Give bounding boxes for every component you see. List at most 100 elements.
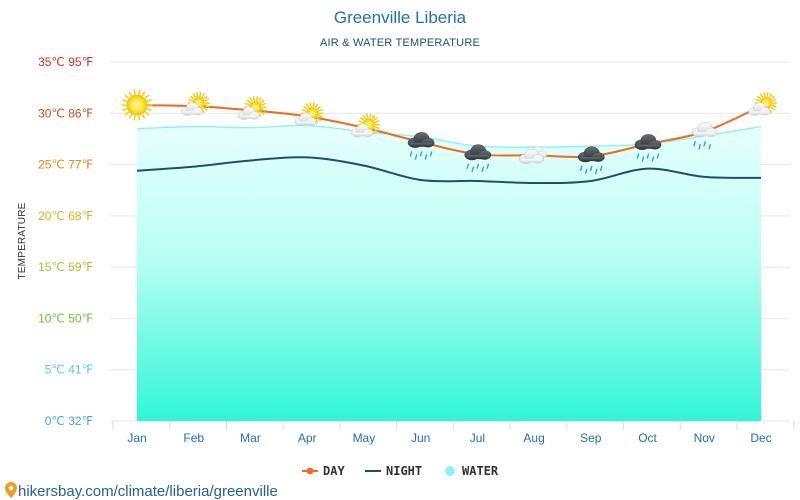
sun-ray	[146, 99, 152, 103]
x-axis-ticks: Jan Feb Mar Apr May Jun Jul Aug Sep Oct Nov Dec	[112, 421, 795, 445]
sun-ray	[770, 95, 775, 100]
sun-ray	[144, 94, 150, 99]
rain-cloud-icon	[464, 144, 492, 161]
sun-ray	[255, 96, 258, 102]
rain-drop	[419, 151, 423, 157]
rain-drop	[424, 154, 428, 160]
cloud-icon	[351, 124, 374, 138]
weather-icon-partly-cloudy-may	[351, 113, 381, 138]
x-tick-label-nov: Nov	[694, 431, 715, 445]
sun-ray	[771, 104, 777, 108]
sun-ray	[755, 98, 761, 102]
cloud-base	[466, 155, 490, 160]
cloud-base	[520, 158, 543, 163]
cloud-base	[580, 157, 603, 162]
sun-ray	[760, 93, 764, 99]
weather-icon-light-rain-nov	[692, 122, 718, 150]
rain-drop	[429, 151, 433, 157]
sun-ray	[371, 114, 375, 120]
rain-drop	[646, 153, 650, 159]
rain-drop	[409, 151, 413, 157]
rain-drop	[466, 163, 470, 170]
sun-ray	[358, 120, 364, 124]
sun-ray	[203, 106, 208, 111]
sun-ray	[258, 97, 262, 103]
cloud-base	[239, 115, 259, 119]
y-tick-label-0: 0℃ 32℉	[45, 414, 93, 428]
weather-icon-rain-cloud-sep	[577, 146, 605, 175]
y-axis-label-group: TEMPERATURE	[17, 202, 28, 279]
sun-disc	[126, 94, 148, 116]
sun-ray	[373, 128, 378, 133]
y-tick-label-30: 30℃ 86℉	[38, 106, 93, 120]
x-tick-label-aug: Aug	[523, 431, 544, 445]
legend-water-label: WATER	[462, 464, 499, 478]
y-tick-label-35: 35℃ 95℉	[38, 55, 93, 69]
sun-ray	[199, 92, 202, 98]
sun-ray	[768, 93, 772, 99]
sun-ray	[306, 103, 310, 109]
weather-icon-cloudy-aug	[518, 146, 548, 164]
sun-ray	[192, 93, 197, 99]
sun-ray	[204, 98, 210, 102]
sun-ray	[189, 95, 195, 100]
sun-ray	[771, 98, 777, 102]
rain-drop	[584, 168, 588, 175]
sun-ray	[360, 117, 365, 122]
weather-icon-rain-cloud-jun	[407, 132, 435, 160]
weather-icon-partly-cloudy-feb	[181, 92, 210, 116]
weather-icon-partly-cloudy-apr	[294, 102, 324, 126]
sun-ray	[201, 93, 205, 99]
rain-cloud-icon	[577, 146, 605, 163]
rain-cloud-icon	[634, 134, 662, 150]
x-tick-label-jul: Jul	[470, 431, 485, 445]
sun-ray	[138, 115, 141, 121]
sun-ray	[366, 113, 369, 119]
rain-drop	[656, 153, 660, 159]
x-tick-label-dec: Dec	[750, 431, 771, 445]
sun-ray	[252, 96, 256, 102]
sun-ray	[246, 99, 252, 104]
cloud-icon	[518, 148, 545, 164]
legend-night-label: NIGHT	[386, 464, 422, 478]
y-tick-label-20: 20℃ 68℉	[38, 209, 93, 223]
rain-drop	[471, 166, 475, 173]
weather-icons-layer	[121, 89, 778, 175]
rain-drop	[594, 168, 598, 175]
sun-ray	[770, 106, 775, 111]
location-pin-icon	[5, 482, 17, 498]
cloud-icon	[294, 112, 317, 126]
cloud-icon	[181, 102, 204, 116]
legend-day-label: DAY	[323, 464, 345, 478]
cloud-base	[296, 121, 315, 125]
sun-ray	[141, 113, 146, 119]
cloud-base	[352, 132, 372, 137]
x-tick-label-jun: Jun	[411, 431, 430, 445]
legend-water-marker	[445, 466, 455, 476]
sun-ray	[301, 109, 307, 112]
rain-drop	[708, 144, 711, 150]
cloud-base	[182, 111, 202, 115]
rain-drop	[481, 166, 485, 173]
sun-ray	[260, 102, 267, 106]
footer-link-group[interactable]: hikersbay.com/climate/liberia/greenville	[5, 482, 278, 500]
sun-ray	[260, 108, 267, 112]
sun-ray	[374, 120, 380, 124]
night-line	[136, 156, 762, 185]
rain-drop	[589, 165, 593, 172]
y-tick-label-25: 25℃ 77℉	[38, 158, 93, 172]
sun-ray	[188, 98, 194, 102]
rain-drop	[651, 156, 655, 162]
sun-ray	[309, 102, 312, 108]
sun-ray	[316, 105, 321, 110]
source-url[interactable]: hikersbay.com/climate/liberia/greenville	[18, 483, 278, 500]
sun-ray	[141, 91, 146, 97]
light-rain-cloud-icon	[692, 122, 718, 138]
sun-ray	[203, 95, 208, 100]
sun-ray	[766, 92, 769, 98]
sun-ray	[133, 89, 136, 95]
weather-icon-partly-cloudy-dec	[748, 92, 778, 116]
sun-ray	[122, 99, 128, 103]
x-tick-label-mar: Mar	[240, 431, 261, 445]
